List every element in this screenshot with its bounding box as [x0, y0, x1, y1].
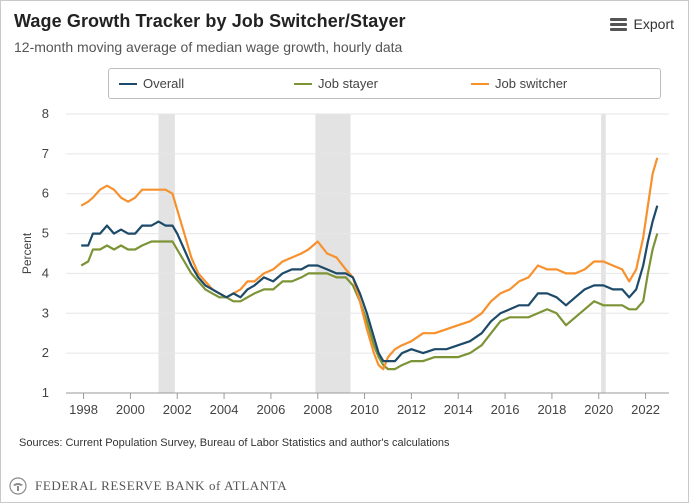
legend-label-switcher: Job switcher: [495, 76, 568, 91]
x-tick-label: 2002: [163, 402, 192, 417]
eagle-seal-icon: [9, 477, 27, 495]
recession-band-0: [158, 114, 175, 393]
legend-item-switcher[interactable]: Job switcher: [471, 69, 567, 98]
hamburger-menu-icon: [609, 17, 627, 31]
export-button[interactable]: Export: [609, 16, 674, 32]
y-tick-label: 5: [42, 226, 49, 241]
x-tick-label: 2000: [116, 402, 145, 417]
x-tick-label: 2014: [444, 402, 473, 417]
sources-note: Sources: Current Population Survey, Bure…: [19, 437, 450, 449]
x-tick-label: 2022: [631, 402, 660, 417]
chart-subtitle: 12-month moving average of median wage g…: [14, 39, 403, 55]
y-tick-label: 8: [42, 106, 49, 121]
x-tick-label: 2008: [303, 402, 332, 417]
y-tick-label: 2: [42, 345, 49, 360]
chart-legend: Overall Job stayer Job switcher: [108, 68, 661, 99]
legend-item-overall[interactable]: Overall: [119, 69, 184, 98]
y-axis-label: Percent: [20, 232, 34, 274]
x-tick-label: 2010: [350, 402, 379, 417]
legend-label-overall: Overall: [143, 76, 185, 91]
x-tick-label: 2020: [584, 402, 613, 417]
y-tick-label: 7: [42, 146, 49, 161]
legend-swatch-overall: [119, 82, 137, 85]
chart-title: Wage Growth Tracker by Job Switcher/Stay…: [14, 11, 406, 31]
org-name: FEDERAL RESERVE BANK of ATLANTA: [35, 478, 288, 493]
series-line-overall: [81, 205, 659, 363]
x-tick-label: 2016: [491, 402, 520, 417]
footer-logo: FEDERAL RESERVE BANK of ATLANTA: [9, 477, 287, 495]
x-tick-label: 2004: [210, 402, 239, 417]
x-tick-label: 2018: [537, 402, 566, 417]
line-chart: 1 2 3 4 5 6 7 8 1998 2000 2002 2004 2006 2008 2010 2012…: [20, 106, 669, 417]
recession-band-1: [315, 114, 351, 393]
y-tick-label: 1: [42, 385, 49, 400]
x-tick-label: 2006: [256, 402, 285, 417]
y-tick-label: 4: [42, 265, 49, 280]
legend-swatch-switcher: [471, 82, 489, 85]
y-tick-label: 3: [42, 305, 49, 320]
x-tick-label: 1998: [69, 402, 98, 417]
legend-item-stayer[interactable]: Job stayer: [294, 69, 378, 98]
x-tick-label: 2012: [397, 402, 426, 417]
export-label: Export: [633, 16, 674, 32]
series-line-job-stayer: [80, 233, 659, 371]
legend-swatch-stayer: [294, 82, 312, 85]
legend-label-stayer: Job stayer: [318, 76, 378, 91]
recession-band-2: [601, 114, 606, 393]
y-tick-label: 6: [42, 186, 49, 201]
